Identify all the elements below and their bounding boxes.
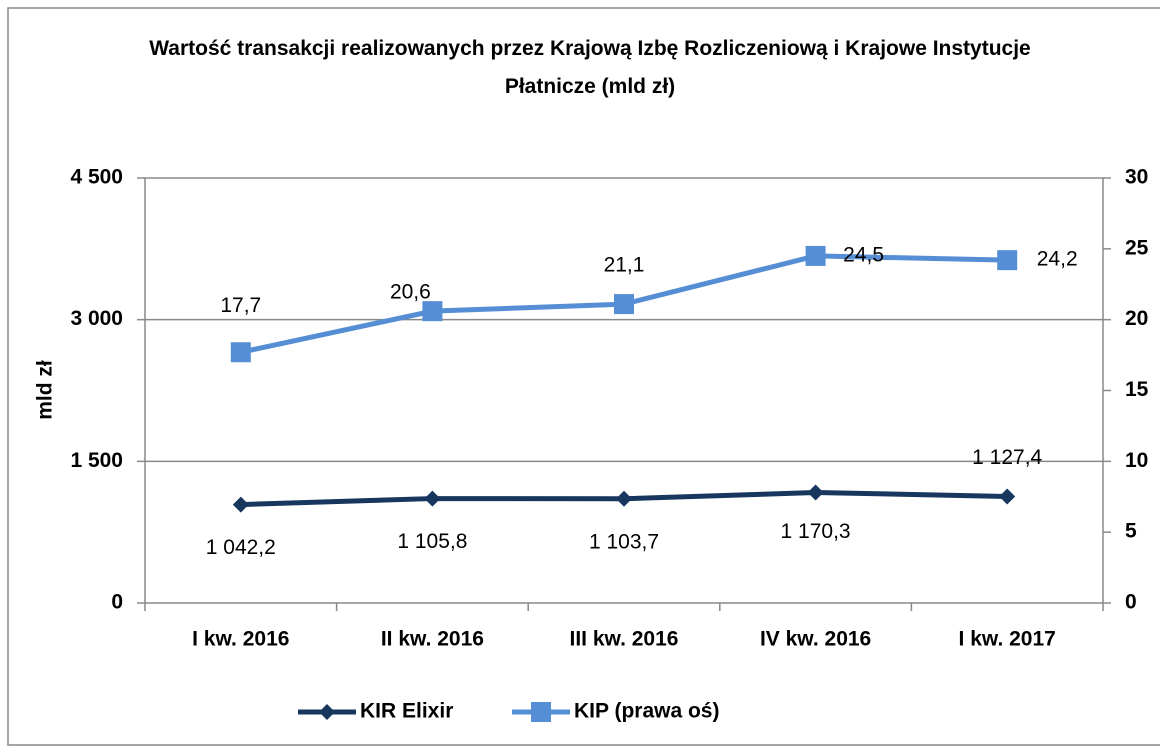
y-tick-label: 1 500 <box>70 449 123 472</box>
legend-marker <box>531 702 551 722</box>
x-tick-label: IV kw. 2016 <box>760 628 871 651</box>
y2-tick-label: 5 <box>1125 520 1137 543</box>
data-label: 1 105,8 <box>397 530 467 553</box>
chart-frame <box>7 7 1160 746</box>
y-tick-label: 4 500 <box>70 166 123 189</box>
legend-marker <box>319 704 335 720</box>
y2-tick-label: 0 <box>1125 591 1137 614</box>
y-tick-label: 0 <box>111 591 123 614</box>
data-label: 1 127,4 <box>972 446 1042 469</box>
legend-label: KIR Elixir <box>360 700 453 723</box>
y2-tick-label: 25 <box>1125 236 1149 259</box>
data-label: 20,6 <box>390 281 431 304</box>
point <box>999 488 1016 505</box>
point <box>422 301 443 322</box>
chart-title: Wartość transakcji realizowanych przez K… <box>149 37 1031 98</box>
x-tick-label: I kw. 2016 <box>192 628 289 651</box>
y2-tick-label: 30 <box>1125 166 1148 189</box>
y2-tick-label: 10 <box>1125 449 1148 472</box>
legend-label: KIP (prawa oś) <box>574 700 719 723</box>
x-tick-label: II kw. 2016 <box>381 628 484 651</box>
y2-tick-label: 15 <box>1125 378 1149 401</box>
x-tick-label: I kw. 2017 <box>959 628 1056 651</box>
point <box>230 342 251 363</box>
y2-tick-label: 20 <box>1125 307 1148 330</box>
data-label: 24,5 <box>843 243 884 266</box>
point <box>232 496 249 513</box>
point <box>614 294 634 315</box>
data-label: 1 170,3 <box>781 520 851 543</box>
data-label: 24,2 <box>1037 248 1078 271</box>
point <box>805 245 826 266</box>
point <box>424 490 441 507</box>
y-tick-label: 3 000 <box>70 307 123 330</box>
data-label: 17,7 <box>220 294 261 317</box>
x-tick-label: III kw. 2016 <box>570 628 679 651</box>
y-axis-label: mld zł <box>34 360 57 420</box>
point <box>807 484 824 501</box>
data-label: 21,1 <box>604 254 645 277</box>
data-label: 1 042,2 <box>206 536 276 559</box>
data-label: 1 103,7 <box>589 530 659 553</box>
point <box>616 490 632 507</box>
point <box>997 250 1018 271</box>
